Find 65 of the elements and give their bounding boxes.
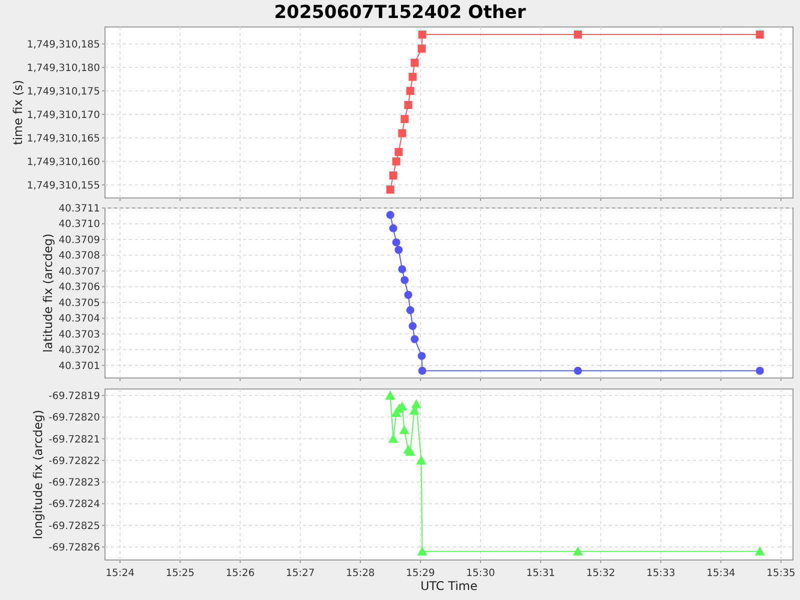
point xyxy=(385,390,396,400)
y-tick-label: -69.72824 xyxy=(48,499,100,510)
point xyxy=(394,246,403,254)
y-tick-label: 1,749,310,165 xyxy=(26,133,100,144)
y-tick-label: 40.3703 xyxy=(58,329,100,340)
point xyxy=(388,434,398,443)
x-tick-label: 15:28 xyxy=(346,568,375,579)
y-tick-label: 40.3709 xyxy=(58,234,100,246)
point xyxy=(408,322,417,330)
point xyxy=(411,399,422,408)
point xyxy=(418,366,426,375)
point xyxy=(756,366,764,375)
point xyxy=(404,290,412,299)
y-tick-label: -69.72820 xyxy=(48,412,100,424)
y-tick-label: -69.72822 xyxy=(48,456,100,467)
point xyxy=(398,265,406,274)
y-tick-label: 1,749,310,175 xyxy=(26,86,100,98)
y-tick-label: 1,749,310,170 xyxy=(26,110,100,121)
point xyxy=(399,425,410,434)
point xyxy=(400,276,409,284)
point xyxy=(572,546,583,556)
chart-title: 20250607T152402 Other xyxy=(274,2,526,23)
x-tick-label: 15:26 xyxy=(226,568,255,579)
x-tick-label: 15:33 xyxy=(646,568,676,579)
x-axis-title: UTC Time xyxy=(420,579,478,593)
x-tick-label: 15:31 xyxy=(526,568,556,579)
y-tick-label: 40.3702 xyxy=(58,345,100,356)
y-axis-title: longitude fix (arcdeg) xyxy=(31,410,45,540)
y-tick-label: -69.72819 xyxy=(48,390,100,402)
point xyxy=(418,352,426,360)
y-tick-label: -69.72821 xyxy=(48,434,100,446)
x-tick-label: 15:30 xyxy=(466,568,495,579)
y-tick-label: -69.72826 xyxy=(48,542,100,554)
y-tick-label: 40.3710 xyxy=(58,219,100,230)
x-tick-label: 15:29 xyxy=(406,568,435,579)
y-tick-label: 40.3701 xyxy=(58,360,100,372)
y-tick-label: 40.3708 xyxy=(58,250,100,262)
y-tick-label: 40.3707 xyxy=(58,266,100,278)
x-tick-label: 15:35 xyxy=(766,568,796,579)
y-tick-label: 40.3704 xyxy=(58,314,100,325)
y-axis-title: latitude fix (arcdeg) xyxy=(41,234,55,352)
x-tick-label: 15:27 xyxy=(286,568,315,579)
point xyxy=(386,210,394,219)
point xyxy=(574,366,582,375)
y-tick-label: -69.72823 xyxy=(48,478,100,489)
y-tick-label: -69.72825 xyxy=(48,520,100,532)
x-tick-label: 15:24 xyxy=(106,568,134,579)
y-tick-label: 1,749,310,160 xyxy=(26,156,100,168)
point xyxy=(389,224,398,232)
x-tick-label: 15:25 xyxy=(166,568,195,579)
point xyxy=(754,546,765,556)
x-tick-label: 15:32 xyxy=(586,568,616,579)
point xyxy=(406,306,414,314)
y-tick-label: 40.3706 xyxy=(58,282,100,294)
y-tick-label: 1,749,310,185 xyxy=(26,39,100,50)
y-axis-title: time fix (s) xyxy=(11,80,25,146)
point xyxy=(417,546,428,556)
y-tick-label: 40.3705 xyxy=(58,298,100,309)
point xyxy=(410,335,419,344)
y-tick-label: 40.3711 xyxy=(58,204,100,214)
y-tick-label: 1,749,310,180 xyxy=(26,62,100,74)
point xyxy=(416,455,426,464)
point xyxy=(392,238,400,246)
x-tick-label: 15:34 xyxy=(706,568,736,579)
y-tick-label: 1,749,310,155 xyxy=(26,180,100,192)
